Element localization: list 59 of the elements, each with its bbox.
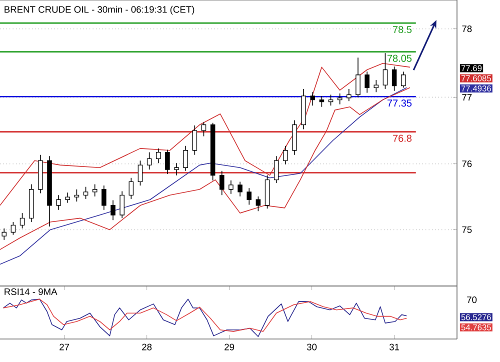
text: 56.5276 — [461, 314, 491, 320]
candlestick — [356, 57, 360, 98]
candlestick — [319, 96, 324, 108]
candlestick — [74, 188, 80, 202]
x-tick-label: 27 — [60, 344, 70, 350]
y-tick-label: 78 — [462, 26, 472, 32]
candlestick — [174, 162, 179, 176]
ref-line-label: 78.5 — [393, 26, 412, 34]
candlestick — [364, 71, 370, 94]
candlestick — [92, 184, 98, 197]
candlestick — [192, 125, 198, 156]
y-tick-label: 75 — [462, 226, 472, 233]
candlestick — [138, 160, 143, 186]
candlestick — [238, 181, 242, 197]
candlestick — [56, 194, 61, 210]
candlestick — [20, 212, 25, 229]
candlestick — [228, 180, 234, 194]
candlestick — [274, 156, 279, 184]
candlestick — [83, 186, 88, 200]
text: BRENT CRUDE OIL - 30min - 06:19:31 (CET) — [4, 6, 194, 15]
candlestick — [65, 192, 70, 204]
candlestick — [183, 145, 188, 172]
candlestick — [374, 80, 379, 93]
text: 77.4936 — [461, 85, 491, 92]
x-tick-label: 30 — [306, 344, 317, 350]
text: 77.6085 — [461, 75, 492, 82]
candlestick — [120, 190, 124, 219]
candlestick — [156, 148, 161, 164]
candlestick — [337, 93, 342, 105]
ref-line-label: 78.05 — [387, 54, 412, 62]
line-series — [0, 62, 410, 206]
y-tick-label: 77 — [462, 94, 472, 100]
candlestick — [346, 88, 352, 102]
candlestick — [165, 149, 170, 174]
text: 77.69 — [461, 65, 482, 72]
candlestick — [110, 200, 116, 220]
x-tick-label: 29 — [224, 344, 234, 350]
candlestick — [328, 94, 334, 106]
candlestick — [128, 177, 134, 200]
ref-line-label: 76.8 — [393, 134, 412, 142]
candlestick — [10, 222, 16, 236]
candlestick — [382, 52, 388, 90]
candlestick — [146, 152, 152, 170]
candlestick — [220, 170, 224, 196]
candlestick — [102, 185, 106, 210]
ref-line-label: 77.35 — [387, 100, 412, 107]
x-tick-label: 28 — [142, 344, 152, 350]
candlestick — [201, 122, 206, 137]
candlestick — [392, 66, 397, 92]
candlestick — [246, 188, 252, 206]
text: 54.7635 — [461, 324, 492, 330]
y-tick-label: 76 — [462, 160, 472, 168]
candlestick — [400, 71, 406, 88]
x-tick-label: 31 — [389, 344, 400, 350]
candlestick — [310, 92, 316, 106]
chart-title: RSI14 - 9MA — [4, 288, 58, 295]
candlestick — [2, 228, 7, 240]
candlestick — [283, 145, 288, 165]
text: 70 — [467, 296, 477, 304]
